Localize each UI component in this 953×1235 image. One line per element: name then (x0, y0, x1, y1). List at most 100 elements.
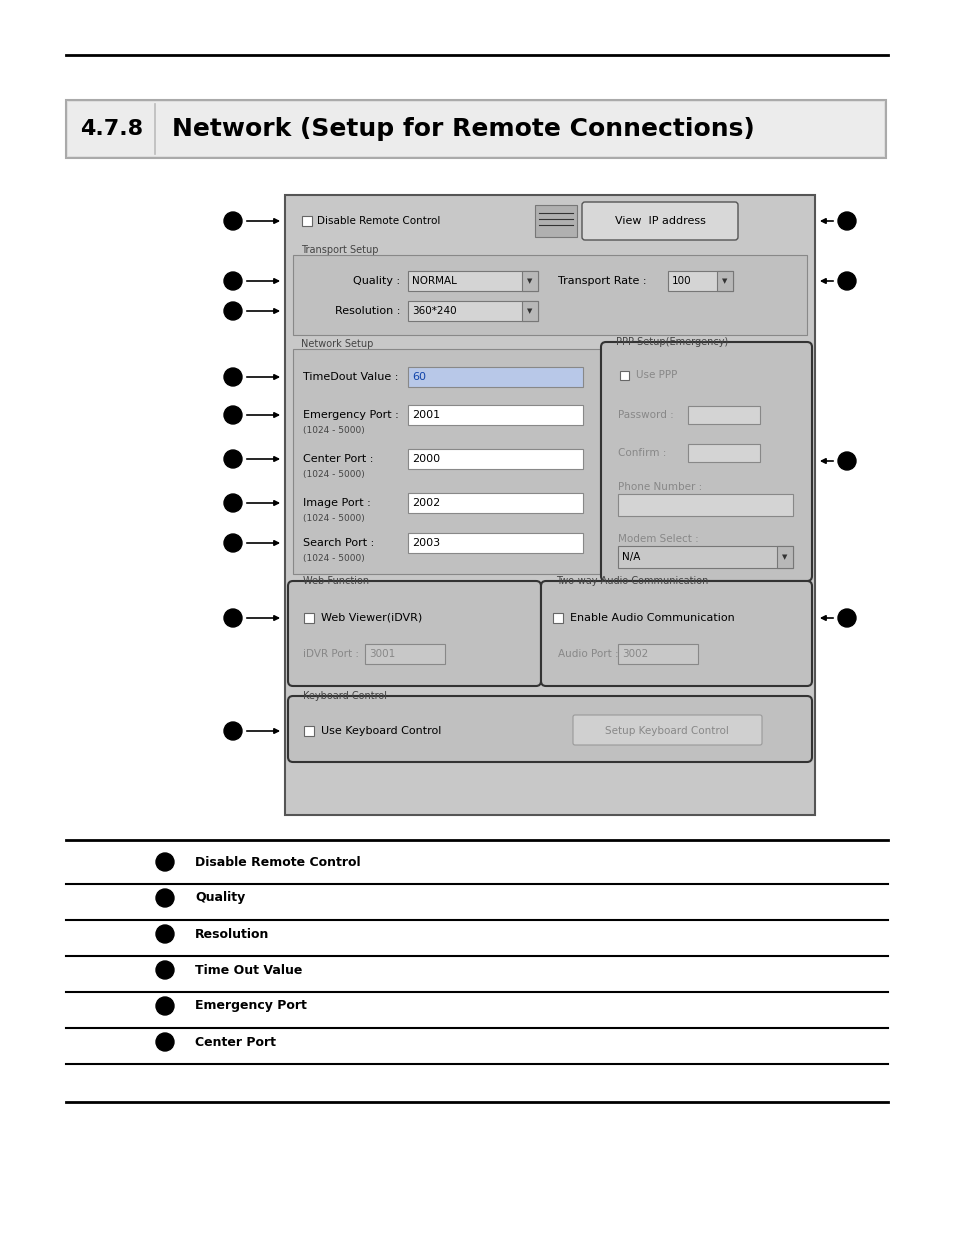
Text: 2001: 2001 (412, 410, 439, 420)
Text: Modem Select :: Modem Select : (618, 534, 698, 543)
Bar (408, 301, 537, 321)
Text: Center Port: Center Port (194, 1035, 275, 1049)
FancyBboxPatch shape (573, 715, 761, 745)
Bar (408, 270, 537, 291)
Text: Disable Remote Control: Disable Remote Control (194, 856, 360, 868)
Text: ▼: ▼ (721, 278, 727, 284)
Text: (1024 - 5000): (1024 - 5000) (303, 426, 364, 436)
Text: ▼: ▼ (527, 308, 532, 314)
Text: Web Function: Web Function (303, 576, 369, 585)
Bar (667, 270, 732, 291)
Bar (776, 546, 792, 568)
Circle shape (224, 534, 242, 552)
Text: Network (Setup for Remote Connections): Network (Setup for Remote Connections) (172, 117, 754, 141)
Text: Use PPP: Use PPP (636, 370, 677, 380)
Bar (535, 205, 577, 237)
FancyBboxPatch shape (288, 697, 811, 762)
Text: 360*240: 360*240 (412, 306, 456, 316)
Text: Transport Setup: Transport Setup (301, 245, 378, 254)
Circle shape (224, 406, 242, 424)
Text: Resolution :: Resolution : (335, 306, 400, 316)
Text: 2003: 2003 (412, 538, 439, 548)
Circle shape (224, 368, 242, 387)
Text: Setup Keyboard Control: Setup Keyboard Control (604, 726, 728, 736)
Bar (408, 534, 582, 553)
Text: Phone Number :: Phone Number : (618, 482, 701, 492)
Bar (302, 216, 312, 226)
Text: 2000: 2000 (412, 454, 439, 464)
Text: Disable Remote Control: Disable Remote Control (316, 216, 440, 226)
Bar (365, 643, 444, 664)
Circle shape (837, 609, 855, 627)
Bar (304, 726, 314, 736)
Text: 3001: 3001 (369, 650, 395, 659)
Text: ▼: ▼ (781, 555, 787, 559)
Circle shape (224, 722, 242, 740)
Bar (717, 270, 732, 291)
Bar (408, 405, 582, 425)
Text: Network Setup: Network Setup (301, 338, 373, 350)
Text: Search Port :: Search Port : (303, 538, 374, 548)
Text: Keyboard Control: Keyboard Control (303, 692, 387, 701)
FancyBboxPatch shape (600, 342, 811, 580)
Text: 2002: 2002 (412, 498, 439, 508)
Bar (618, 643, 698, 664)
Text: Time Out Value: Time Out Value (194, 963, 302, 977)
Circle shape (837, 212, 855, 230)
Bar (293, 254, 806, 335)
Text: ▼: ▼ (527, 278, 532, 284)
FancyBboxPatch shape (540, 580, 811, 685)
Bar (408, 493, 582, 513)
Text: (1024 - 5000): (1024 - 5000) (303, 471, 364, 479)
Circle shape (837, 452, 855, 471)
Text: Web Viewer(iDVR): Web Viewer(iDVR) (320, 613, 422, 622)
Text: 3002: 3002 (621, 650, 648, 659)
Text: 100: 100 (671, 275, 691, 287)
Circle shape (224, 494, 242, 513)
Text: TimeDout Value :: TimeDout Value : (303, 372, 398, 382)
Text: PPP Setup(Emergency): PPP Setup(Emergency) (616, 337, 727, 347)
Bar (687, 406, 760, 424)
Text: (1024 - 5000): (1024 - 5000) (303, 515, 364, 524)
Text: iDVR Port :: iDVR Port : (303, 650, 358, 659)
Text: Image Port :: Image Port : (303, 498, 371, 508)
FancyBboxPatch shape (581, 203, 738, 240)
Text: Two-way Audio Communication: Two-way Audio Communication (556, 576, 708, 585)
Text: Audio Port :: Audio Port : (558, 650, 618, 659)
Bar (66, 100, 885, 158)
Text: Transport Rate :: Transport Rate : (558, 275, 646, 287)
Circle shape (156, 1032, 173, 1051)
Bar (408, 450, 582, 469)
Circle shape (156, 925, 173, 944)
Text: NORMAL: NORMAL (412, 275, 456, 287)
Bar (408, 367, 582, 387)
Text: Center Port :: Center Port : (303, 454, 373, 464)
Bar (687, 445, 760, 462)
Text: Quality: Quality (194, 892, 245, 904)
Bar (68, 103, 883, 156)
Circle shape (156, 853, 173, 871)
Bar (618, 546, 792, 568)
Text: N/A: N/A (621, 552, 639, 562)
Text: Use Keyboard Control: Use Keyboard Control (320, 726, 441, 736)
Text: Resolution: Resolution (194, 927, 269, 941)
Text: Enable Audio Communication: Enable Audio Communication (569, 613, 734, 622)
Circle shape (224, 303, 242, 320)
Circle shape (224, 212, 242, 230)
Circle shape (156, 961, 173, 979)
Circle shape (224, 272, 242, 290)
Text: Emergency Port :: Emergency Port : (303, 410, 398, 420)
Bar (618, 494, 792, 516)
Bar (521, 301, 537, 321)
Bar (553, 613, 562, 622)
Bar (619, 370, 628, 380)
Circle shape (156, 889, 173, 906)
Circle shape (156, 997, 173, 1015)
Text: View  IP address: View IP address (614, 216, 704, 226)
Text: Emergency Port: Emergency Port (194, 999, 307, 1013)
Text: 4.7.8: 4.7.8 (80, 119, 143, 140)
Circle shape (837, 272, 855, 290)
Circle shape (224, 609, 242, 627)
Bar (293, 350, 599, 574)
Text: Confirm :: Confirm : (618, 448, 666, 458)
